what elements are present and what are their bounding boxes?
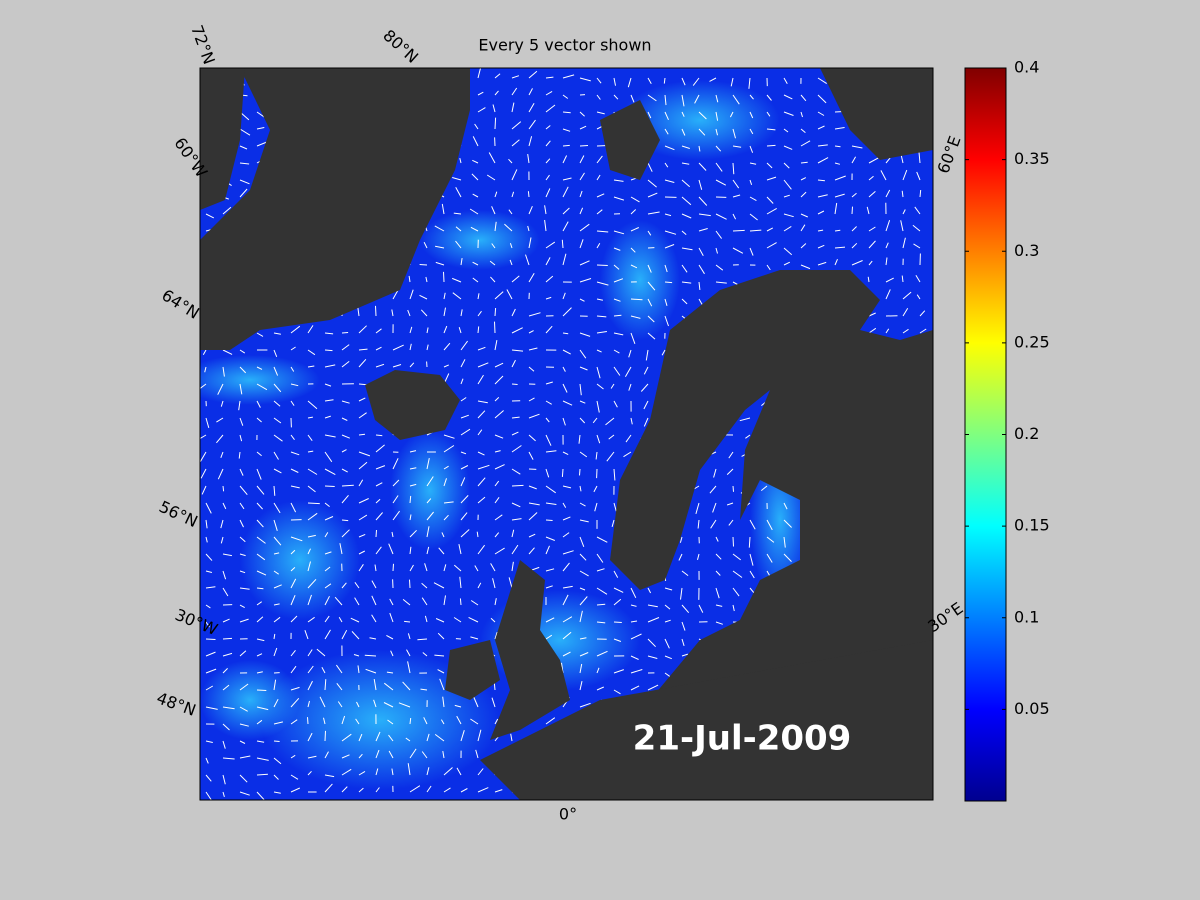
graticule-label: 80°N xyxy=(379,26,422,67)
land xyxy=(200,68,933,800)
colorbar-tick-label: 0.3 xyxy=(1014,241,1039,260)
colorbar xyxy=(964,67,1007,802)
colorbar-tick-label: 0.35 xyxy=(1014,149,1050,168)
colorbar-tick-label: 0.25 xyxy=(1014,332,1050,351)
map-frame xyxy=(199,67,934,801)
date-label: 21-Jul-2009 xyxy=(633,719,852,759)
graticule-label: 0° xyxy=(559,805,577,824)
graticule-label: 48°N xyxy=(154,688,198,720)
graticule-label: 72°N xyxy=(187,22,219,66)
graticule-label: 60°E xyxy=(934,133,965,176)
graticule-label: 64°N xyxy=(158,285,202,322)
graticule-label: 56°N xyxy=(156,497,201,531)
colorbar-tick-label: 0.05 xyxy=(1014,699,1050,718)
colorbar-tick-label: 0.1 xyxy=(1014,607,1039,626)
colorbar-tick-label: 0.4 xyxy=(1014,58,1039,77)
map: 21-Jul-2009 xyxy=(200,68,933,800)
map-title: Every 5 vector shown xyxy=(478,36,651,55)
colorbar-tick-label: 0.2 xyxy=(1014,424,1039,443)
colorbar-tick-label: 0.15 xyxy=(1014,516,1050,535)
